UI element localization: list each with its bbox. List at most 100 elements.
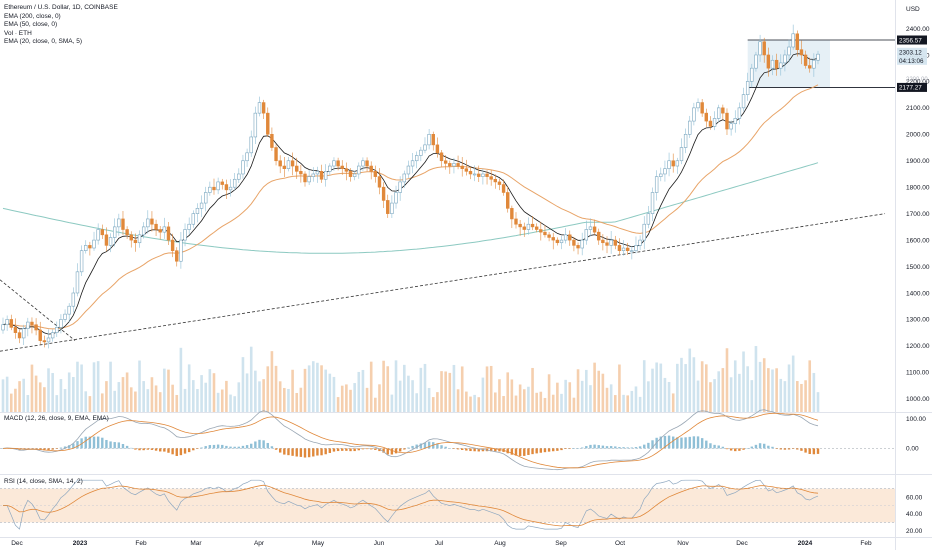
- candle-body: [721, 107, 725, 114]
- volume-bar: [547, 374, 551, 412]
- candle-body: [584, 229, 589, 241]
- macd-histogram-bar: [241, 445, 245, 449]
- macd-histogram-bar: [812, 448, 816, 455]
- macd-histogram-bar: [212, 444, 216, 449]
- rsi-line: [3, 479, 819, 530]
- candle-body: [257, 102, 262, 114]
- macd-histogram-bar: [609, 446, 613, 449]
- ema200-line: [2, 162, 819, 254]
- candle-body: [745, 81, 750, 95]
- macd-label[interactable]: MACD (12, 26, close, 9, EMA, EMA): [4, 415, 109, 422]
- macd-histogram-bar: [233, 446, 236, 449]
- candle-body: [67, 305, 71, 315]
- macd-histogram-bar: [270, 446, 274, 449]
- candle-body: [365, 160, 369, 167]
- countdown-bg: [897, 56, 927, 65]
- macd-histogram-bar: [142, 448, 145, 451]
- volume-bar: [551, 394, 555, 412]
- volume-bar: [394, 360, 398, 412]
- macd-histogram-bar: [250, 443, 253, 449]
- candle-body: [795, 33, 800, 50]
- volume-bar: [651, 368, 654, 412]
- time-tick-label: May: [312, 540, 325, 547]
- volume-bar: [742, 351, 745, 412]
- volume-bar: [494, 392, 497, 412]
- candle-body: [208, 186, 212, 193]
- macd-histogram-bar: [398, 448, 402, 452]
- volume-bar: [465, 391, 468, 412]
- candle-body: [323, 171, 328, 180]
- price-tick-label: 1200.00: [906, 343, 930, 350]
- time-tick-label: Mar: [190, 540, 202, 547]
- volume-bar: [328, 373, 332, 412]
- candle-body: [803, 54, 808, 66]
- candle-body: [419, 149, 423, 156]
- legend-ema200[interactable]: EMA (200, close, 0): [4, 12, 61, 20]
- macd-histogram-bar: [303, 448, 307, 458]
- candle-body: [522, 226, 526, 230]
- macd-histogram-bar: [208, 445, 212, 449]
- volume-bar: [96, 361, 100, 412]
- volume-bar: [80, 364, 83, 412]
- macd-histogram-bar: [316, 448, 319, 456]
- volume-bar: [775, 368, 778, 412]
- candle-body: [758, 41, 762, 56]
- volume-bar: [510, 379, 514, 412]
- chart-legend: Ethereum / U.S. Dollar, 1D, COINBASE EMA…: [4, 4, 118, 47]
- candle-body: [71, 292, 76, 307]
- macd-histogram-bar: [717, 445, 720, 449]
- volume-bar: [572, 397, 576, 412]
- macd-histogram-bar: [407, 447, 410, 449]
- volume-bar: [808, 360, 812, 412]
- macd-histogram-bar: [403, 448, 406, 450]
- macd-histogram-bar: [725, 448, 729, 450]
- price-tick-label-faint: 2200.00: [906, 77, 928, 83]
- candle-body: [398, 181, 402, 193]
- candle-body: [787, 46, 791, 56]
- upper-level-tag: 2356.57: [899, 37, 922, 44]
- time-tick-label: Jun: [374, 540, 385, 547]
- price-tick-label: 2100.00: [906, 105, 930, 112]
- volume-bar: [307, 365, 311, 412]
- macd-histogram-bar: [804, 448, 807, 453]
- legend-volume[interactable]: Vol · ETH: [4, 29, 32, 37]
- volume-bar: [431, 397, 435, 412]
- macd-histogram-bar: [361, 448, 365, 450]
- volume-bar: [76, 361, 79, 412]
- candle-body: [423, 144, 427, 151]
- candle-body: [717, 107, 721, 119]
- macd-histogram-bar: [146, 448, 149, 450]
- price-tick-label: 1800.00: [906, 184, 930, 191]
- macd-histogram-bar: [647, 442, 650, 449]
- candle-body: [456, 163, 460, 167]
- volume-bar: [14, 388, 17, 412]
- macd-histogram-bar: [266, 442, 269, 449]
- volume-bar: [212, 373, 216, 412]
- macd-histogram-bar: [113, 442, 116, 449]
- volume-bar: [113, 390, 117, 412]
- candle-body: [671, 160, 675, 167]
- macd-histogram-bar: [307, 448, 311, 458]
- macd-histogram-bar: [237, 446, 241, 449]
- legend-ema50[interactable]: EMA (50, close, 0): [4, 21, 58, 28]
- macd-histogram-bar: [816, 448, 820, 454]
- macd-histogram-bar: [634, 447, 638, 449]
- macd-histogram-bar: [452, 448, 456, 449]
- candle-body: [415, 155, 419, 162]
- candle-body: [381, 186, 386, 201]
- candle-body: [783, 54, 787, 64]
- macd-histogram-bar: [427, 441, 431, 449]
- macd-histogram-bar: [328, 448, 332, 453]
- volume-bar: [353, 383, 356, 412]
- macd-histogram-bar: [808, 448, 811, 455]
- candle-body: [750, 67, 754, 82]
- macd-histogram-bar: [800, 448, 803, 451]
- volume-bar: [568, 382, 572, 412]
- rsi-label[interactable]: RSI (14, close, SMA, 14, 2): [4, 478, 83, 485]
- candle-body: [79, 250, 84, 273]
- time-tick-label: 2024: [798, 540, 813, 547]
- candle-body: [348, 171, 353, 177]
- legend-ema20[interactable]: EMA (20, close, 0, SMA, 5): [4, 38, 83, 45]
- candle-body: [737, 107, 742, 119]
